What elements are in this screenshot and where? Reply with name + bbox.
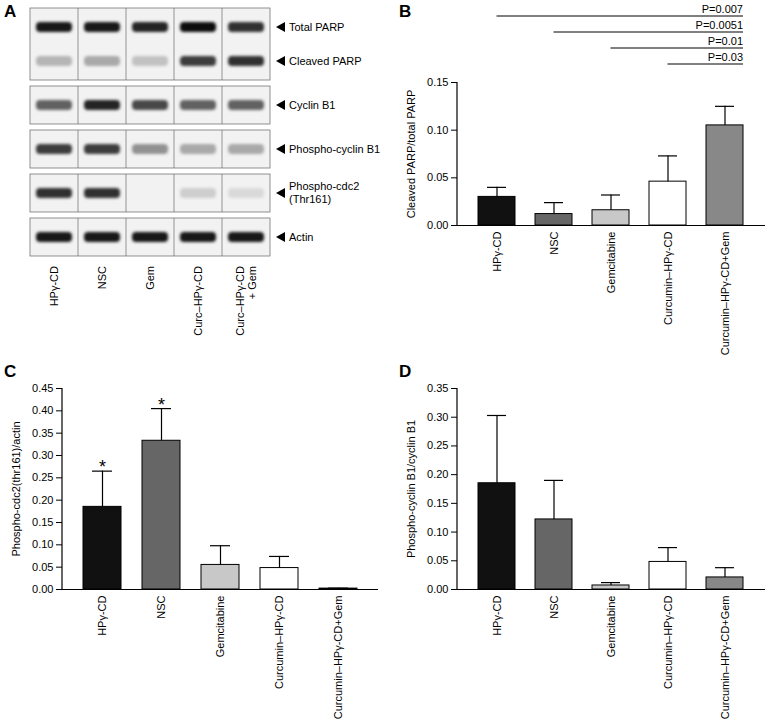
svg-text:0.35: 0.35 — [32, 427, 53, 439]
svg-text:*: * — [158, 395, 165, 415]
svg-text:NSC: NSC — [155, 595, 167, 618]
html-text:B: B — [399, 2, 412, 21]
svg-text:Gemcitabine: Gemcitabine — [605, 596, 617, 658]
svg-text:Curc–HPγ-CD: Curc–HPγ-CD — [192, 266, 204, 336]
svg-text:0.20: 0.20 — [32, 494, 53, 506]
svg-text:HPγ-CD: HPγ-CD — [48, 266, 60, 306]
svg-text:(Thr161): (Thr161) — [289, 193, 331, 205]
svg-text:Cleaved PARP/total PARP: Cleaved PARP/total PARP — [405, 90, 417, 219]
svg-text:0.10: 0.10 — [427, 124, 448, 136]
svg-text:NSC: NSC — [96, 266, 108, 289]
svg-text:P=0.007: P=0.007 — [702, 3, 743, 15]
svg-text:0.30: 0.30 — [32, 449, 53, 461]
html-text:D: D — [399, 362, 412, 381]
svg-text:Curcumin–HPγ-CD: Curcumin–HPγ-CD — [273, 595, 285, 689]
svg-text:*: * — [99, 457, 106, 477]
svg-text:Phospho-cdc2(thr161)/actin: Phospho-cdc2(thr161)/actin — [10, 421, 22, 556]
svg-text:P=0.0051: P=0.0051 — [696, 19, 743, 31]
svg-text:0.00: 0.00 — [32, 583, 53, 595]
svg-text:0.05: 0.05 — [427, 554, 448, 566]
svg-text:0.05: 0.05 — [427, 171, 448, 183]
svg-text:P=0.03: P=0.03 — [708, 51, 743, 63]
svg-text:Cleaved PARP: Cleaved PARP — [289, 55, 362, 67]
svg-text:HPγ-CD: HPγ-CD — [491, 595, 503, 635]
svg-text:Phospho-cyclin B1/cyclin B1: Phospho-cyclin B1/cyclin B1 — [405, 420, 417, 558]
svg-text:Curcumin–HPγ-CD+Gem: Curcumin–HPγ-CD+Gem — [332, 596, 344, 720]
svg-text:0.10: 0.10 — [32, 538, 53, 550]
svg-text:NSC: NSC — [548, 595, 560, 618]
svg-text:+ Gem: + Gem — [246, 266, 258, 299]
svg-text:Total PARP: Total PARP — [289, 21, 344, 33]
svg-text:P=0.01: P=0.01 — [708, 35, 743, 47]
svg-text:Curcumin–HPγ-CD+Gem: Curcumin–HPγ-CD+Gem — [719, 596, 731, 720]
svg-text:0.15: 0.15 — [32, 516, 53, 528]
svg-text:NSC: NSC — [548, 231, 560, 254]
svg-text:Gemcitabine: Gemcitabine — [605, 232, 617, 294]
svg-text:Phospho-cdc2: Phospho-cdc2 — [289, 180, 359, 192]
html-text:A: A — [4, 2, 17, 21]
svg-text:0.00: 0.00 — [427, 219, 448, 231]
html-text:C: C — [4, 362, 17, 381]
svg-text:0.35: 0.35 — [427, 382, 448, 394]
svg-text:HPγ-CD: HPγ-CD — [491, 231, 503, 271]
svg-text:Curc–HPγ-CD: Curc–HPγ-CD — [234, 266, 246, 336]
svg-text:0.25: 0.25 — [32, 471, 53, 483]
svg-text:Phospho-cyclin B1: Phospho-cyclin B1 — [289, 143, 380, 155]
svg-text:0.10: 0.10 — [427, 526, 448, 538]
svg-text:Curcumin–HPγ-CD: Curcumin–HPγ-CD — [662, 231, 674, 325]
svg-text:Curcumin–HPγ-CD: Curcumin–HPγ-CD — [662, 595, 674, 689]
svg-text:Curcumin–HPγ-CD+Gem: Curcumin–HPγ-CD+Gem — [719, 232, 731, 356]
svg-text:0.15: 0.15 — [427, 497, 448, 509]
svg-text:HPγ-CD: HPγ-CD — [96, 595, 108, 635]
svg-text:0.20: 0.20 — [427, 468, 448, 480]
svg-text:Actin: Actin — [289, 231, 313, 243]
svg-text:0.05: 0.05 — [32, 561, 53, 573]
svg-text:0.25: 0.25 — [427, 439, 448, 451]
svg-text:0.15: 0.15 — [427, 76, 448, 88]
svg-text:Gem: Gem — [144, 266, 156, 290]
svg-text:Cyclin B1: Cyclin B1 — [289, 99, 335, 111]
svg-text:0.40: 0.40 — [32, 404, 53, 416]
svg-text:0.00: 0.00 — [427, 583, 448, 595]
svg-text:0.45: 0.45 — [32, 382, 53, 394]
svg-text:Gemcitabine: Gemcitabine — [214, 596, 226, 658]
svg-text:0.30: 0.30 — [427, 411, 448, 423]
